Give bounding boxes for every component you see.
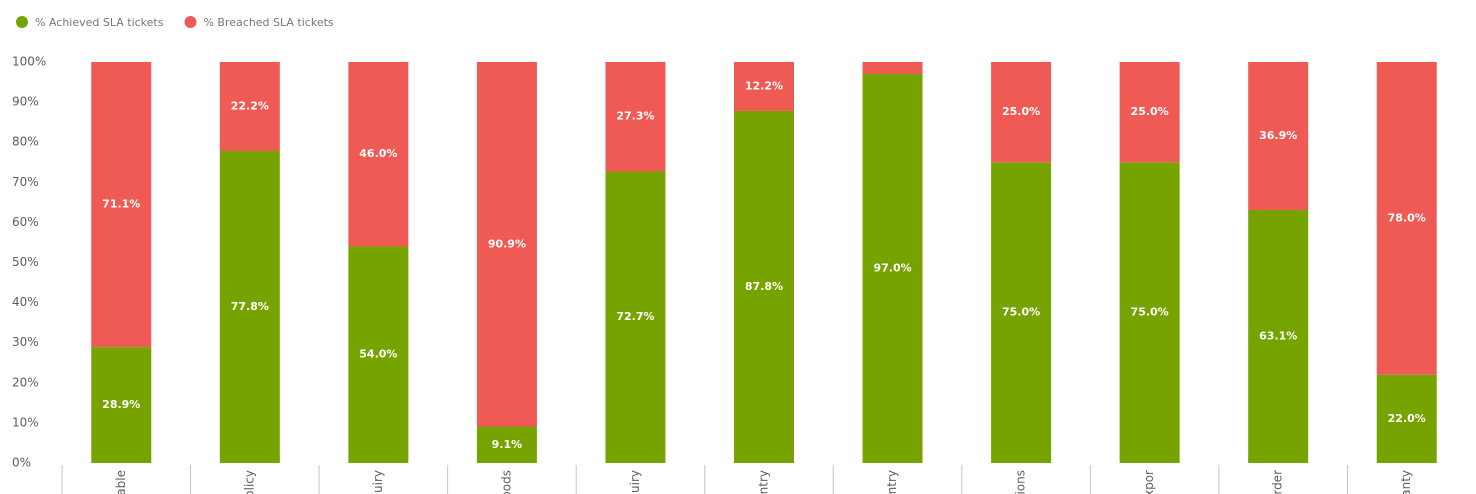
value-label: 87.8%	[745, 280, 783, 293]
legend-label: % Achieved SLA tickets	[35, 16, 164, 29]
value-label: 75.0%	[1131, 306, 1169, 319]
value-label: 75.0%	[1002, 306, 1040, 319]
x-tick-label: xpor	[1142, 470, 1156, 494]
bar-segment	[1119, 162, 1180, 463]
value-label: 97.0%	[873, 262, 911, 275]
bar-segment	[1248, 209, 1309, 463]
bar-segment	[219, 151, 280, 463]
x-tick-label: oods	[499, 470, 513, 494]
y-tick-label: 40%	[12, 295, 39, 309]
legend-label: % Breached SLA tickets	[203, 16, 333, 29]
bar-segment	[862, 74, 923, 463]
legend-marker	[16, 16, 28, 28]
value-label: 46.0%	[359, 147, 397, 160]
value-label: 36.9%	[1259, 129, 1297, 142]
bar-segment	[1248, 62, 1309, 210]
bar-segment	[91, 347, 152, 463]
value-label: 77.8%	[231, 300, 269, 313]
x-tick-label: able	[114, 470, 128, 494]
value-label: 90.9%	[488, 237, 526, 250]
x-tick-label: ntry	[757, 470, 771, 494]
y-tick-label: 80%	[12, 135, 39, 149]
y-tick-label: 50%	[12, 255, 39, 269]
x-tick-label: ntry	[885, 470, 899, 494]
value-label: 28.9%	[102, 398, 140, 411]
y-tick-label: 10%	[12, 415, 39, 429]
x-tick-label: ions	[1014, 470, 1028, 494]
bar-segment	[91, 62, 152, 348]
y-tick-label: 0%	[12, 456, 31, 470]
y-tick-label: 100%	[12, 55, 46, 69]
value-label: 22.2%	[231, 100, 269, 113]
value-label: 71.1%	[102, 198, 140, 211]
value-label: 72.7%	[616, 310, 654, 323]
value-label: 25.0%	[1002, 105, 1040, 118]
bar-segment	[1376, 374, 1437, 463]
bar-segment	[734, 110, 794, 463]
value-label: 54.0%	[359, 348, 397, 361]
bar-segment	[219, 62, 280, 152]
value-label: 12.2%	[745, 79, 783, 92]
bar-segment	[605, 171, 666, 463]
bar-segment	[1376, 62, 1437, 375]
y-tick-label: 60%	[12, 215, 39, 229]
y-tick-label: 30%	[12, 335, 39, 349]
y-tick-label: 20%	[12, 375, 39, 389]
value-label: 22.0%	[1388, 412, 1426, 425]
bar-segment	[348, 246, 409, 463]
bar-segment	[605, 62, 666, 172]
bar-segment	[734, 62, 794, 111]
y-tick-label: 90%	[12, 95, 39, 109]
x-tick-label: anty	[1399, 470, 1413, 494]
bar-segment	[348, 62, 409, 247]
y-tick-label: 70%	[12, 175, 39, 189]
x-tick-label: uiry	[371, 470, 385, 493]
value-label: 9.1%	[492, 438, 523, 451]
value-label: 25.0%	[1131, 105, 1169, 118]
bar-segment	[991, 62, 1052, 163]
legend-marker	[184, 16, 197, 28]
bar-segment	[476, 62, 537, 427]
x-tick-label: uiry	[628, 470, 642, 493]
value-label: 78.0%	[1388, 211, 1426, 224]
bar-segment	[1119, 62, 1180, 163]
bar-segment	[862, 62, 923, 75]
x-tick-label: olicy	[242, 470, 256, 494]
bar-segment	[476, 426, 537, 463]
bar-segment	[991, 162, 1052, 463]
value-label: 27.3%	[616, 110, 654, 123]
value-label: 63.1%	[1259, 329, 1297, 342]
x-tick-label: rder	[1271, 470, 1285, 494]
